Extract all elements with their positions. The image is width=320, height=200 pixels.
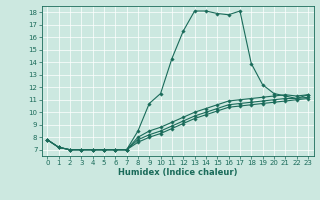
- X-axis label: Humidex (Indice chaleur): Humidex (Indice chaleur): [118, 168, 237, 177]
